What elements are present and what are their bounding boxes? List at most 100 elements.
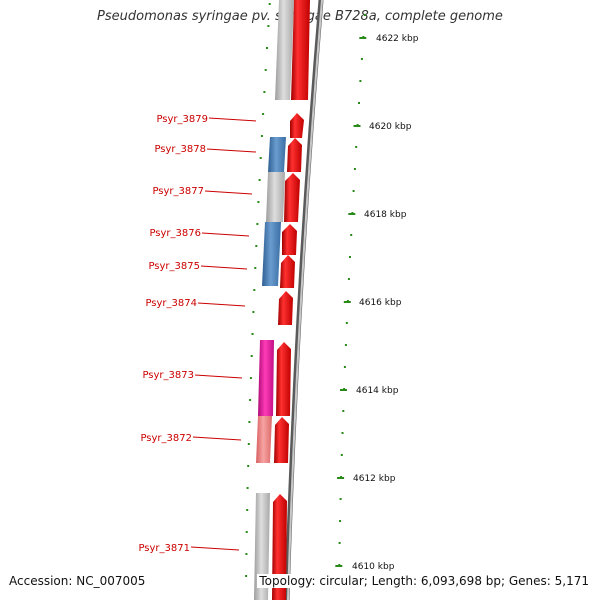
track-tick xyxy=(339,498,342,500)
track-tick xyxy=(359,80,362,82)
cog-block xyxy=(256,416,272,463)
leader-line xyxy=(197,302,246,307)
track-tick xyxy=(340,454,343,456)
track-tick xyxy=(257,201,260,203)
scale-labels: 4622 kbp 4620 kbp 4618 kbp 4616 kbp 4614… xyxy=(352,34,419,572)
gene-arrow xyxy=(278,291,293,325)
track-tick xyxy=(246,509,249,511)
gene-label[interactable]: Psyr_3877 xyxy=(152,186,204,197)
gene-arrow xyxy=(274,417,289,463)
track-tick xyxy=(262,113,265,115)
track-tick xyxy=(253,289,256,291)
track-tick xyxy=(338,542,341,544)
leader-line xyxy=(194,374,243,379)
major-tick xyxy=(353,125,361,127)
gene-label[interactable]: Psyr_3878 xyxy=(154,144,206,155)
gene-arrow-ring xyxy=(272,0,310,600)
cog-block xyxy=(266,172,285,222)
gene-arrow xyxy=(290,113,304,138)
track-tick xyxy=(264,69,267,71)
track-tick xyxy=(259,157,262,159)
cog-block xyxy=(254,493,270,600)
track-tick xyxy=(254,267,257,269)
leader-line xyxy=(206,148,257,153)
gene-arrow xyxy=(280,255,295,288)
gene-arrow xyxy=(272,494,287,600)
cog-block xyxy=(268,137,286,172)
track-tick xyxy=(246,487,249,489)
backbone xyxy=(287,0,323,600)
track-tick xyxy=(248,421,251,423)
track-tick xyxy=(263,91,266,93)
track-tick xyxy=(266,47,268,49)
leader-line xyxy=(200,265,248,270)
track-tick xyxy=(255,245,258,247)
cog-block xyxy=(262,222,281,286)
gene-label[interactable]: Psyr_3873 xyxy=(142,370,194,381)
gene-arrow xyxy=(282,224,297,255)
leader-line xyxy=(192,436,242,441)
track-tick xyxy=(342,410,345,412)
leader-line xyxy=(190,546,240,551)
track-tick xyxy=(339,520,342,522)
track-tick xyxy=(349,256,351,258)
track-tick xyxy=(355,146,358,148)
track-tick xyxy=(245,553,248,555)
major-tick xyxy=(337,477,345,479)
gene-label[interactable]: Psyr_3871 xyxy=(138,543,190,554)
scale-tick-label: 4622 kbp xyxy=(376,34,419,44)
track-tick xyxy=(247,443,250,445)
gene-arrow xyxy=(276,342,291,416)
major-tick xyxy=(343,301,351,303)
scale-tick-label: 4612 kbp xyxy=(353,474,396,484)
leader-line xyxy=(208,117,257,122)
track-tick xyxy=(344,344,347,346)
track-tick xyxy=(252,311,255,313)
track-tick xyxy=(267,25,270,27)
scale-tick-label: 4614 kbp xyxy=(356,386,399,396)
track-tick xyxy=(251,333,254,335)
track-tick xyxy=(345,322,348,324)
gene-labels[interactable]: Psyr_3879 Psyr_3878 Psyr_3877 Psyr_3876 … xyxy=(138,114,257,554)
track-tick xyxy=(258,179,261,181)
track-tick xyxy=(256,223,259,225)
gene-label[interactable]: Psyr_3872 xyxy=(140,433,192,444)
gene-label[interactable]: Psyr_3879 xyxy=(156,114,208,125)
track-tick xyxy=(347,278,350,280)
cog-block xyxy=(258,340,274,416)
genome-summary-text: Topology: circular; Length: 6,093,698 bp… xyxy=(257,574,591,588)
track-tick xyxy=(341,432,344,434)
gene-label[interactable]: Psyr_3874 xyxy=(145,298,197,309)
cog-block xyxy=(275,0,294,100)
major-tick xyxy=(340,389,347,391)
track-tick xyxy=(250,355,253,357)
track-tick xyxy=(268,3,271,5)
gene-label[interactable]: Psyr_3876 xyxy=(149,228,201,239)
major-tick xyxy=(335,565,343,567)
track-tick xyxy=(358,102,360,104)
track-tick xyxy=(360,58,363,60)
gene-arrow xyxy=(291,0,310,100)
track-tick xyxy=(247,465,250,467)
gene-arrow xyxy=(287,138,302,172)
cog-ring xyxy=(254,0,294,600)
track-tick xyxy=(350,234,353,236)
scale-tick-label: 4620 kbp xyxy=(369,122,412,132)
scale-tick-label: 4616 kbp xyxy=(359,298,402,308)
track-tick xyxy=(260,135,263,137)
gene-arrow xyxy=(284,173,300,222)
leader-line xyxy=(201,232,250,237)
track-tick xyxy=(352,190,355,192)
track-tick xyxy=(249,377,252,379)
leader-line xyxy=(204,190,253,195)
gene-label[interactable]: Psyr_3875 xyxy=(148,261,200,272)
left-tick-track xyxy=(245,3,271,577)
accession-text: Accession: NC_007005 xyxy=(9,574,146,588)
scale-tick-label: 4610 kbp xyxy=(352,562,395,572)
track-tick xyxy=(343,366,346,368)
major-tick xyxy=(359,37,367,39)
track-tick xyxy=(363,14,366,16)
track-tick xyxy=(353,168,356,170)
major-tick xyxy=(348,213,356,215)
